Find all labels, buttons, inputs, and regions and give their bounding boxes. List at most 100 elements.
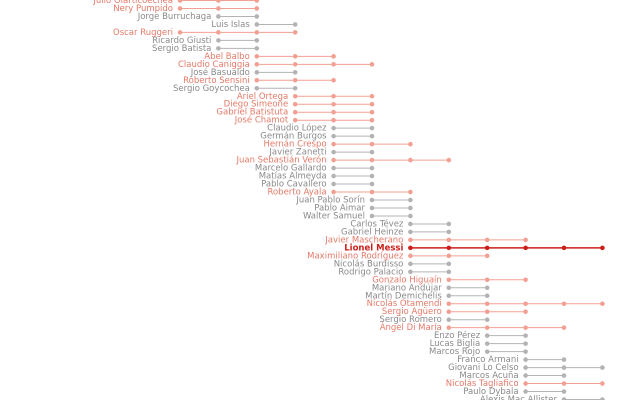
dot <box>216 0 221 3</box>
player-name: Nery Pumpido <box>113 4 173 14</box>
dot <box>254 62 260 67</box>
player-name: Matías Almeyda <box>259 172 327 182</box>
dot <box>331 109 336 115</box>
dot <box>561 365 567 370</box>
dot <box>331 165 336 171</box>
dot <box>254 22 260 27</box>
dot <box>369 173 375 179</box>
dot <box>216 46 221 51</box>
player-name: Sergio Batista <box>152 44 211 54</box>
dot <box>523 381 528 386</box>
player-name: Roberto Ayala <box>267 188 326 198</box>
dot <box>408 141 413 147</box>
dot <box>408 261 413 267</box>
dot <box>561 325 567 330</box>
player-name: Ricardo Giusti <box>152 36 211 46</box>
dot <box>446 285 452 291</box>
player-name: Lucas Biglia <box>430 339 481 349</box>
dot <box>446 229 452 235</box>
dot <box>561 245 567 251</box>
dot <box>408 189 413 195</box>
dot <box>254 14 260 19</box>
dot <box>369 165 375 171</box>
player-name: Oscar Ruggeri <box>113 28 173 38</box>
dot <box>331 157 336 163</box>
dot <box>292 54 298 59</box>
dot <box>292 62 298 67</box>
player-name: Enzo Pérez <box>434 330 481 341</box>
dot <box>523 373 528 378</box>
player-name: Jorge Burruchaga <box>137 12 212 22</box>
dot <box>523 333 528 338</box>
dot <box>331 125 336 131</box>
dot <box>484 245 490 251</box>
dot <box>331 133 336 139</box>
dot <box>369 213 375 219</box>
player-name: Rodrigo Palacio <box>338 267 403 277</box>
dot <box>523 309 528 315</box>
player-name: Diego Simeone <box>224 100 289 110</box>
dot <box>292 101 298 107</box>
dot <box>369 133 375 139</box>
player-name: Sergio Agüero <box>382 307 442 317</box>
player-name: Marcelo Gallardo <box>255 164 327 174</box>
dot <box>254 70 260 75</box>
dot <box>331 54 336 59</box>
dot <box>331 181 336 187</box>
dot <box>408 237 413 243</box>
dot <box>254 78 260 83</box>
dot <box>446 325 452 330</box>
dot <box>408 229 413 235</box>
dot <box>408 253 413 259</box>
dot <box>484 293 490 299</box>
dot <box>369 189 375 195</box>
dot <box>561 373 567 378</box>
player-name: Alexis Mac Allister <box>480 395 558 400</box>
player-name: Luis Islas <box>211 20 250 30</box>
dot <box>331 189 336 195</box>
player-name: Abel Balbo <box>204 52 250 62</box>
player-name: Giovani Lo Celso <box>448 363 518 373</box>
dot <box>484 349 490 354</box>
dot <box>484 253 490 259</box>
player-name: Juan Sebastián Verón <box>235 155 326 166</box>
player-name: Sergio Romero <box>379 315 441 325</box>
dot <box>523 245 528 251</box>
player-name: Martín Demichelis <box>365 291 442 301</box>
player-name: Juan Pablo Sorín <box>295 196 365 206</box>
dot <box>331 62 336 67</box>
dot <box>331 93 336 99</box>
player-name: Walter Samuel <box>303 211 365 221</box>
dot <box>484 325 490 330</box>
dot <box>523 301 528 307</box>
dot <box>369 181 375 187</box>
dot <box>446 261 452 267</box>
dot <box>523 341 528 346</box>
dot <box>331 117 336 123</box>
dot <box>484 309 490 315</box>
dot <box>523 349 528 354</box>
player-name: Maximiliano Rodríguez <box>307 251 404 261</box>
dot <box>561 397 567 400</box>
player-name: Pablo Aimar <box>314 203 365 213</box>
dot <box>408 221 413 227</box>
player-name: Franco Armani <box>457 355 518 365</box>
dot <box>369 101 375 107</box>
player-name: Marcos Acuña <box>459 371 518 381</box>
player-name: José Basualdo <box>190 67 250 78</box>
dot <box>216 38 221 43</box>
dot <box>177 30 183 35</box>
dot <box>369 62 375 67</box>
dot <box>408 269 413 275</box>
dot <box>600 397 605 400</box>
player-name: Germán Burgos <box>260 132 327 142</box>
player-name: Nicolás Otamendi <box>367 299 442 309</box>
player-name: Claudio López <box>267 123 327 134</box>
dot <box>600 381 605 386</box>
player-name: Paulo Dybala <box>463 387 518 397</box>
dot <box>331 141 336 147</box>
player-name: Ariel Ortega <box>237 92 288 102</box>
dot <box>369 125 375 131</box>
dot <box>446 277 452 283</box>
